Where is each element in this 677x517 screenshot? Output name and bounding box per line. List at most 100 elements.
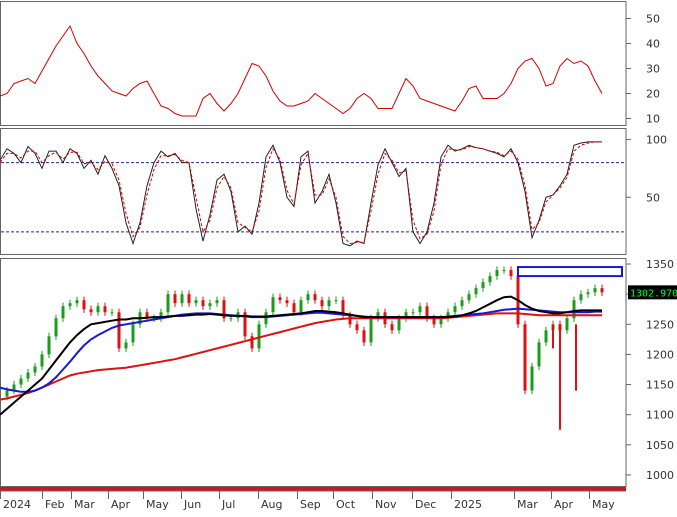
candle-body xyxy=(474,288,478,295)
candle-body xyxy=(362,330,366,343)
x-tick-label-12: 2025 xyxy=(454,498,482,511)
x-tick-label-8: Sep xyxy=(300,498,321,511)
price-axis-tick-label-7: 1350 xyxy=(646,258,674,271)
candle-body xyxy=(544,330,548,343)
candle-body xyxy=(439,318,443,325)
candle-body xyxy=(201,300,205,307)
candle-body xyxy=(278,297,282,301)
candle-body xyxy=(432,318,436,325)
candle-body xyxy=(509,270,513,277)
candle-body xyxy=(446,312,450,319)
candle-body xyxy=(537,342,541,367)
indicator-axis-tick-label-0: 10 xyxy=(646,113,660,126)
candle-body xyxy=(110,312,114,314)
candle-body xyxy=(572,300,576,319)
candle-body xyxy=(453,306,457,313)
candle-body xyxy=(313,294,317,301)
candle-body xyxy=(194,300,198,304)
candle-body xyxy=(425,306,429,319)
candle-body xyxy=(208,303,212,307)
candle-body xyxy=(131,324,135,343)
candle-body xyxy=(523,324,527,391)
candle-body xyxy=(61,306,65,319)
candle-body xyxy=(299,300,303,313)
candle-body xyxy=(173,294,177,304)
x-tick-label-9: Oct xyxy=(336,498,356,511)
price-tag-label: 1302.970 xyxy=(630,288,677,299)
x-tick-label-4: May xyxy=(146,498,169,511)
panel-frame-3 xyxy=(0,258,627,487)
price-axis-tick-label-1: 1050 xyxy=(646,439,674,452)
candle-body xyxy=(376,312,380,319)
candle-body xyxy=(187,294,191,304)
candle-body xyxy=(180,294,184,304)
price-axis-tick-label-5: 1250 xyxy=(646,318,674,331)
stoch-axis-tick-label-0: 50 xyxy=(646,191,660,204)
candle-body xyxy=(586,292,590,295)
candle-body xyxy=(19,378,23,385)
date-bar xyxy=(0,487,626,491)
moving-average-long xyxy=(0,312,602,401)
price-axis-tick-label-4: 1200 xyxy=(646,348,674,361)
candle-body xyxy=(488,276,492,283)
price-axis-tick-label-2: 1100 xyxy=(646,409,674,422)
candle-body xyxy=(222,300,226,319)
candle-body xyxy=(320,300,324,307)
candle-body xyxy=(579,294,583,301)
candle-body xyxy=(285,300,289,304)
candle-body xyxy=(530,366,534,391)
candle-body xyxy=(47,336,51,355)
candle-body xyxy=(565,318,569,331)
candle-body xyxy=(502,270,506,272)
candle-body xyxy=(215,300,219,304)
x-tick-label-7: Aug xyxy=(261,498,282,511)
candle-body xyxy=(33,366,37,373)
candle-body xyxy=(495,270,499,277)
x-tick-label-15: May xyxy=(592,498,615,511)
price-axis-tick-label-0: 1000 xyxy=(646,469,674,482)
candle-body xyxy=(271,297,275,313)
stoch-k-line xyxy=(0,141,602,247)
candle-body xyxy=(481,282,485,289)
panel-frame-1 xyxy=(0,1,627,126)
x-tick-label-2: Mar xyxy=(74,498,95,511)
candle-body xyxy=(75,300,79,304)
indicator-axis-tick-label-4: 50 xyxy=(646,13,660,26)
candle-body xyxy=(68,303,72,307)
candle-body xyxy=(257,324,261,349)
candle-body xyxy=(12,384,16,391)
x-tick-label-13: Mar xyxy=(517,498,538,511)
candle-body xyxy=(334,300,338,302)
candle-body xyxy=(243,312,247,337)
highlight-box xyxy=(517,266,623,278)
candle-body xyxy=(89,309,93,313)
candle-body xyxy=(145,312,149,319)
candle-body xyxy=(306,294,310,301)
x-tick-label-6: Jul xyxy=(221,498,235,511)
indicator-line xyxy=(0,24,603,117)
stoch-d-line xyxy=(0,141,602,245)
indicator-axis-tick-label-3: 40 xyxy=(646,38,660,51)
candle-body xyxy=(341,300,345,316)
candle-body xyxy=(264,312,268,325)
x-tick-label-11: Dec xyxy=(415,498,436,511)
candle-body xyxy=(348,315,352,325)
candle-body xyxy=(404,312,408,319)
candle-body xyxy=(292,303,296,313)
indicator-axis-tick-label-2: 30 xyxy=(646,63,660,76)
stoch-axis-tick-label-1: 100 xyxy=(646,134,667,147)
candle-body xyxy=(166,294,170,313)
x-tick-label-3: Apr xyxy=(111,498,131,511)
candle-body xyxy=(460,300,464,307)
candle-body xyxy=(96,306,100,313)
candle-body xyxy=(397,318,401,331)
x-tick-label-14: Apr xyxy=(554,498,574,511)
candle-body xyxy=(40,354,44,367)
price-axis-tick-label-3: 1150 xyxy=(646,379,674,392)
x-tick-label-10: Nov xyxy=(375,498,397,511)
moving-average-short xyxy=(0,295,602,416)
candle-body xyxy=(26,372,30,379)
candle-body xyxy=(327,300,331,307)
indicator-axis-tick-label-1: 20 xyxy=(646,88,660,101)
